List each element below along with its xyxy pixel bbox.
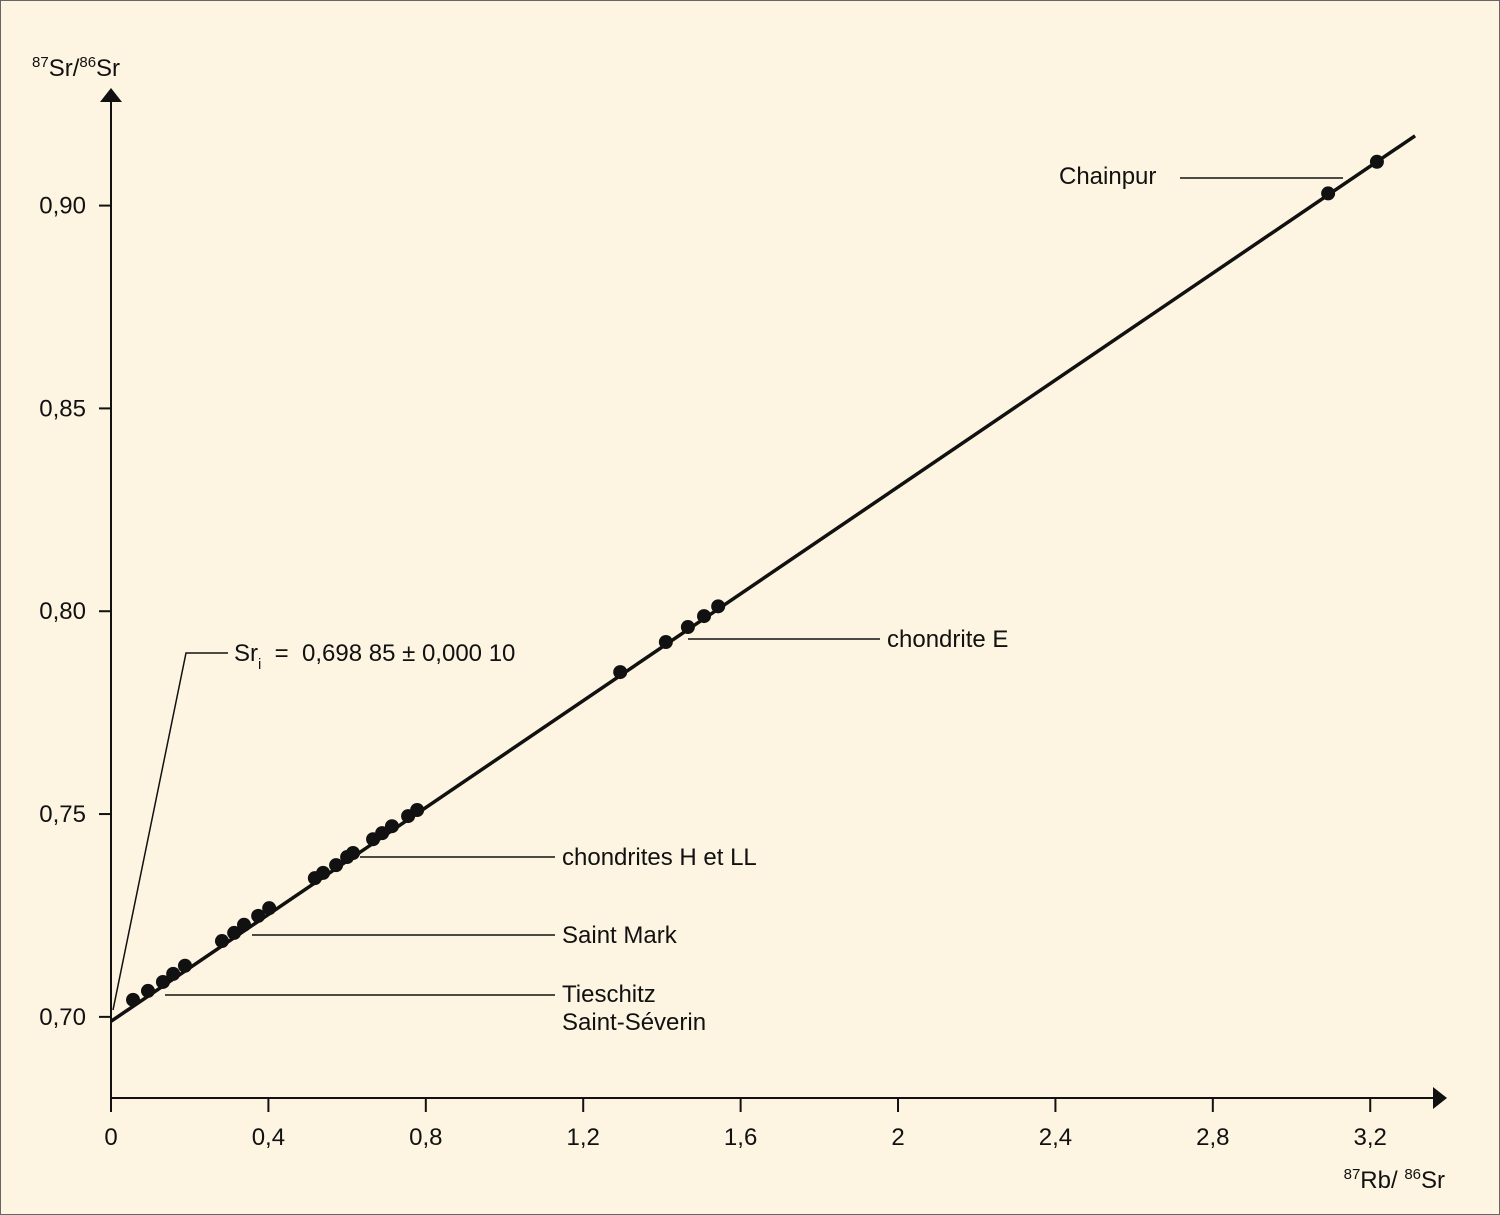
y-tick-label: 0,80 (39, 598, 86, 625)
data-point (177, 958, 192, 973)
x-tick-label: 1,6 (724, 1124, 757, 1151)
x-axis-label: 87Rb/ 86Sr (1344, 1166, 1445, 1194)
data-point (214, 934, 229, 949)
data-point (329, 858, 344, 873)
data-point (384, 819, 399, 834)
x-tick-label: 0,8 (409, 1124, 442, 1151)
y-axis-label: 87Sr/86Sr (32, 54, 120, 82)
data-point (375, 826, 390, 841)
data-point (346, 845, 361, 860)
data-point (658, 635, 673, 650)
data-point (166, 966, 181, 981)
y-tick-label: 0,90 (39, 193, 86, 220)
data-point (680, 620, 695, 635)
x-tick-label: 2,4 (1039, 1124, 1072, 1151)
data-point (410, 802, 425, 817)
annotation: Saint Mark (562, 922, 678, 949)
data-point (140, 983, 155, 998)
x-tick-label: 0 (104, 1124, 117, 1151)
data-point (613, 665, 628, 680)
y-tick-label: 0,85 (39, 395, 86, 422)
data-point (711, 599, 726, 614)
data-point (237, 917, 252, 932)
y-tick-label: 0,75 (39, 801, 86, 828)
data-point (1369, 154, 1384, 169)
data-point (227, 925, 242, 940)
x-tick-label: 3,2 (1354, 1124, 1387, 1151)
annotation: Chainpur (1059, 163, 1156, 190)
annotation: Saint-Séverin (562, 1009, 706, 1036)
x-tick-label: 2 (891, 1124, 904, 1151)
y-tick-label: 0,70 (39, 1004, 86, 1031)
data-point (262, 901, 277, 916)
x-tick-label: 2,8 (1196, 1124, 1229, 1151)
data-point (316, 865, 331, 880)
data-point (126, 992, 141, 1007)
x-tick-label: 0,4 (252, 1124, 285, 1151)
leader-line (112, 652, 228, 1011)
data-point (1321, 186, 1336, 201)
annotation: chondrites H et LL (562, 844, 757, 871)
data-point (697, 609, 712, 624)
x-arrow (1433, 1087, 1447, 1109)
y-arrow (100, 88, 122, 102)
annotation: chondrite E (887, 626, 1008, 653)
data-point (155, 974, 170, 989)
data-point (251, 908, 266, 923)
annotation: Tieschitz (562, 981, 656, 1008)
x-tick-label: 1,2 (567, 1124, 600, 1151)
annotation: Sri = 0,698 85 ± 0,000 10 (234, 640, 515, 673)
